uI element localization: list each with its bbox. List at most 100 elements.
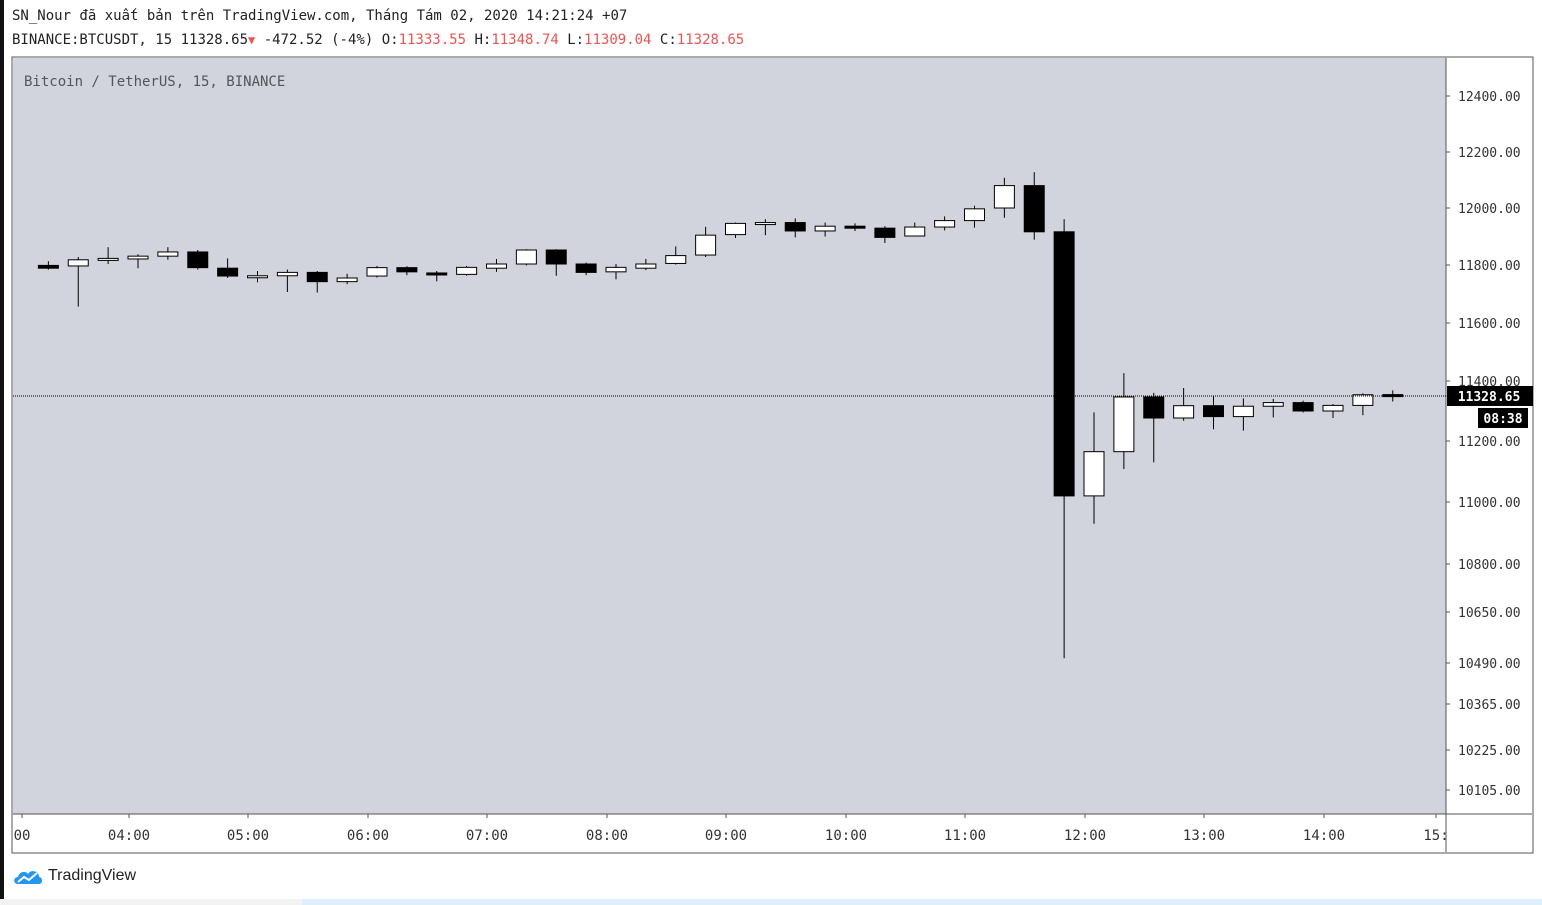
x-tick-label: 14:00 xyxy=(1303,828,1345,844)
candle xyxy=(1232,398,1254,431)
ohlc-legend: BINANCE:BTCUSDT, 15 11328.65▼ -472.52 (-… xyxy=(12,32,744,48)
y-tick-label: 12000.00 xyxy=(1458,202,1521,217)
candle-body-down xyxy=(1292,402,1314,412)
candle-body-up xyxy=(754,222,776,226)
y-tick-label: 12200.00 xyxy=(1458,146,1521,161)
y-tick-label: 10800.00 xyxy=(1458,558,1521,573)
candle-body-down xyxy=(217,267,239,277)
candle xyxy=(605,264,627,280)
open-value: 11333.55 xyxy=(398,32,467,48)
candle-body-down xyxy=(1382,394,1404,398)
candle-body-up xyxy=(725,222,746,236)
y-tick-label: 10365.00 xyxy=(1458,698,1521,713)
candle-body-up xyxy=(456,266,478,275)
candle-body-up xyxy=(67,259,89,267)
x-tick-labels: 00 04:00 05:00 06:00 07:00 08:00 09:00 10:00 11:… xyxy=(14,814,1449,844)
x-tick-label: 13:00 xyxy=(1183,828,1225,844)
down-arrow-icon: ▼ xyxy=(248,33,256,47)
symbol-label: BINANCE:BTCUSDT, 15 xyxy=(12,32,173,48)
candle-body-up xyxy=(1083,451,1105,497)
candle-body-up xyxy=(964,208,985,222)
candle-body-up xyxy=(247,275,268,279)
candle xyxy=(784,218,806,238)
high-value: 11348.74 xyxy=(491,32,559,48)
x-tick-label: 08:00 xyxy=(586,828,628,844)
candle xyxy=(276,269,298,292)
candle xyxy=(575,262,597,276)
candle xyxy=(1203,395,1224,430)
candle xyxy=(754,219,776,236)
candle xyxy=(336,273,358,285)
cloud-logo-icon xyxy=(14,871,42,884)
price-axis[interactable] xyxy=(1446,58,1532,814)
candle xyxy=(1262,398,1284,418)
time-axis[interactable] xyxy=(13,814,1446,852)
candle xyxy=(1143,392,1165,463)
candle xyxy=(187,250,209,270)
candle-body-up xyxy=(814,225,836,232)
candle xyxy=(934,216,956,231)
last-price: 11328.65 xyxy=(180,32,249,48)
candle xyxy=(306,271,328,293)
left-edge-bar xyxy=(0,0,4,905)
candle xyxy=(635,258,657,271)
x-tick-label: 15: xyxy=(1423,828,1448,844)
candle xyxy=(904,222,926,237)
candle-body-up xyxy=(934,220,956,228)
y-tick-label: 11800.00 xyxy=(1458,259,1521,274)
candle-body-up xyxy=(1322,404,1344,412)
chart-title: Bitcoin / TetherUS, 15, BINANCE xyxy=(24,74,285,90)
candle xyxy=(1053,219,1075,659)
low-value: 11309.04 xyxy=(584,32,652,48)
close-value: 11328.65 xyxy=(676,32,745,48)
candle-body-down xyxy=(1023,185,1045,233)
candle-body-up xyxy=(1173,405,1195,419)
countdown-label: 08:38 xyxy=(1483,412,1522,427)
candle-body-up xyxy=(97,257,119,261)
chart-frame xyxy=(11,56,1534,854)
y-tick-label: 11600.00 xyxy=(1458,317,1521,332)
y-tick-label: 11000.00 xyxy=(1458,496,1521,511)
candle xyxy=(366,265,388,278)
candle xyxy=(993,177,1015,218)
open-label: O: xyxy=(381,32,399,48)
last-price-badge xyxy=(1447,385,1533,406)
x-tick-label: 10:00 xyxy=(825,828,867,844)
change-label: -472.52 (-4%) xyxy=(263,32,374,48)
candle-body-up xyxy=(695,234,717,256)
candle xyxy=(844,223,866,231)
candle xyxy=(695,226,717,257)
candle xyxy=(97,247,119,264)
candle-body-up xyxy=(1262,402,1284,407)
candle-body-down xyxy=(37,264,59,269)
candle xyxy=(1113,373,1135,470)
x-tick-label: 12:00 xyxy=(1064,828,1106,844)
candle-body-up xyxy=(605,266,627,273)
candle-body-down xyxy=(874,227,896,238)
plot-area[interactable] xyxy=(13,58,1446,814)
candle xyxy=(964,205,985,228)
x-tick-label: 05:00 xyxy=(227,828,269,844)
candle xyxy=(486,258,507,272)
last-price-line-group: 11328.65 08:38 xyxy=(13,385,1533,428)
last-price-badge-label: 11328.65 xyxy=(1458,390,1521,405)
candle xyxy=(1173,388,1195,421)
candle xyxy=(217,258,239,278)
x-tick-label: 11:00 xyxy=(944,828,986,844)
candle xyxy=(1023,172,1045,240)
candle xyxy=(1292,400,1314,413)
candle-body-down xyxy=(844,225,866,229)
tradingview-logo[interactable]: TradingView xyxy=(12,866,136,886)
candle xyxy=(37,261,59,270)
y-tick-label: 10105.00 xyxy=(1458,784,1521,799)
candle xyxy=(814,222,836,237)
x-tick-label: 06:00 xyxy=(347,828,389,844)
candle-body-down xyxy=(1143,396,1165,419)
y-tick-label: 10225.00 xyxy=(1458,744,1521,759)
publish-line: SN_Nour đã xuất bản trên TradingView.com… xyxy=(12,8,628,24)
candle-body-down xyxy=(396,267,418,273)
y-tick-label: 10490.00 xyxy=(1458,657,1521,672)
bottom-strip-left xyxy=(0,899,302,905)
candle xyxy=(1083,412,1105,524)
